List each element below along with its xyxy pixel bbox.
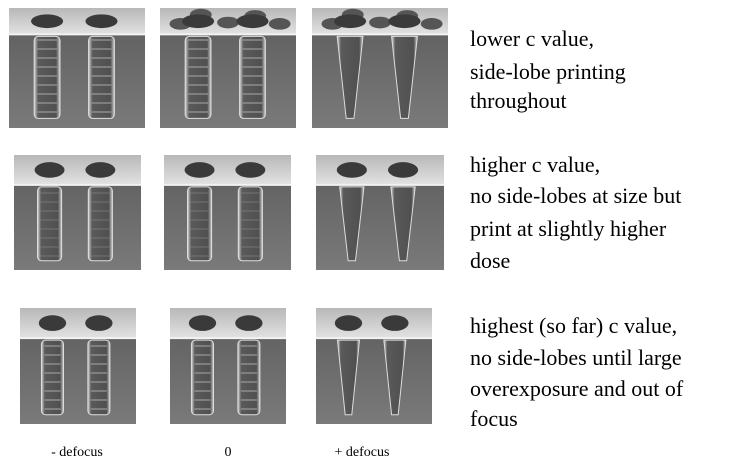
trench-ribs	[241, 187, 259, 261]
trench-ribs	[92, 36, 112, 118]
sem-image	[170, 308, 286, 424]
trench-ribs	[190, 187, 208, 261]
top-surface	[164, 155, 291, 185]
description-line: lower c value,	[470, 26, 594, 51]
description-line: overexposure and out of	[470, 376, 684, 401]
trench-ribs	[194, 340, 210, 415]
side-lobe	[217, 17, 239, 29]
figure: lower c value, side-lobe printing througho…	[0, 0, 730, 459]
trench-ribs	[91, 187, 109, 261]
top-surface	[170, 308, 286, 338]
sem-image	[160, 8, 296, 128]
hole	[388, 14, 420, 28]
hole	[189, 315, 216, 331]
hole	[85, 315, 112, 331]
top-surface	[316, 308, 432, 338]
top-surface	[20, 308, 136, 338]
hole	[337, 162, 367, 178]
sem-image	[316, 155, 444, 270]
hole	[335, 315, 362, 331]
trench-ribs	[37, 36, 57, 118]
hole	[182, 14, 214, 28]
column-label: - defocus	[51, 445, 103, 459]
hole	[85, 14, 117, 28]
description-line: side-lobe printing	[470, 59, 626, 84]
sem-images	[9, 8, 448, 424]
hole	[185, 162, 215, 178]
hole	[35, 162, 65, 178]
top-surface	[316, 155, 444, 185]
description-line: no side-lobes at size but	[470, 183, 681, 208]
hole	[235, 162, 265, 178]
top-surface	[9, 8, 145, 34]
trench-ribs	[40, 187, 58, 261]
side-lobe	[421, 18, 443, 30]
description-line: dose	[470, 248, 510, 273]
description-line: print at slightly higher	[470, 216, 667, 241]
sem-image	[20, 308, 136, 424]
sem-image	[14, 155, 141, 270]
side-lobe	[369, 17, 391, 29]
description-line: highest (so far) c value,	[470, 313, 677, 338]
column-label: + defocus	[335, 445, 390, 459]
hole	[388, 162, 418, 178]
hole	[381, 315, 408, 331]
trench-ribs	[91, 340, 107, 415]
sem-image	[312, 8, 448, 128]
description-line: higher c value,	[470, 152, 600, 177]
side-lobe	[269, 18, 291, 30]
trench-ribs	[241, 340, 257, 415]
sem-image	[316, 308, 432, 424]
hole	[236, 14, 268, 28]
hole	[235, 315, 262, 331]
description-line: throughout	[470, 88, 567, 113]
description-line: no side-lobes until large	[470, 345, 682, 370]
description-line: focus	[470, 406, 518, 431]
hole	[334, 14, 366, 28]
sem-image	[164, 155, 291, 270]
column-label: 0	[225, 445, 232, 459]
sem-image	[9, 8, 145, 128]
top-surface	[14, 155, 141, 185]
hole	[39, 315, 66, 331]
trench-ribs	[44, 340, 60, 415]
trench-ribs	[188, 36, 208, 118]
trench-ribs	[243, 36, 263, 118]
hole	[85, 162, 115, 178]
hole	[31, 14, 63, 28]
